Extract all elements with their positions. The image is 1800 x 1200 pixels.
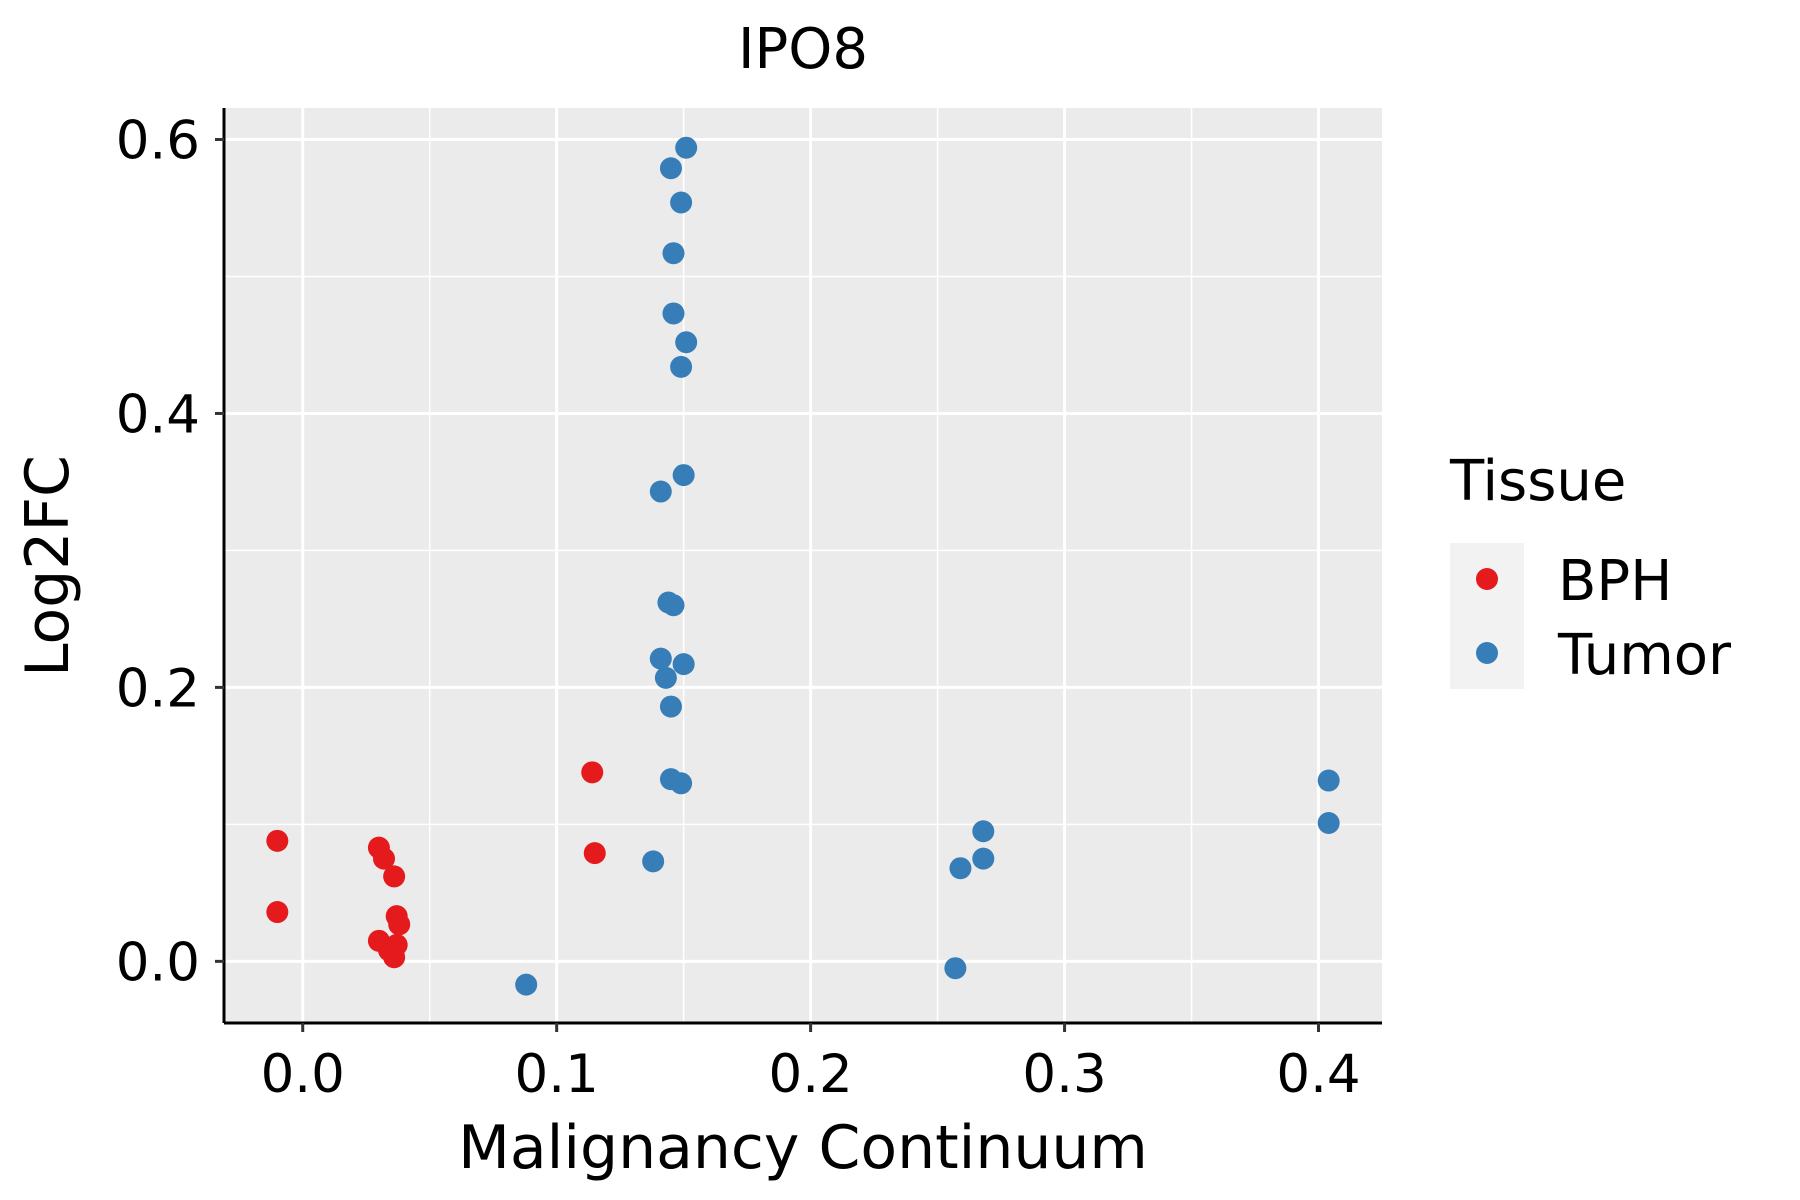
legend-label-tumor: Tumor — [1557, 623, 1732, 688]
point-tumor — [642, 850, 665, 873]
legend-key-background — [1450, 543, 1524, 689]
y-ticks: 0.0 0.2 0.4 0.6 — [116, 111, 224, 993]
point-tumor — [1317, 769, 1340, 792]
data-points — [266, 136, 1340, 996]
x-axis-label: Malignancy Continuum — [458, 1113, 1148, 1183]
point-tumor — [944, 957, 967, 980]
point-bph — [388, 913, 411, 936]
point-bph — [581, 761, 604, 784]
y-tick-label: 0.0 — [116, 932, 200, 993]
legend-key-bph — [1476, 568, 1498, 590]
point-bph — [383, 865, 406, 888]
x-tick-label: 0.3 — [1022, 1044, 1106, 1105]
grid-major — [224, 108, 1382, 1023]
point-tumor — [659, 157, 682, 180]
point-bph — [266, 901, 289, 924]
legend-title: Tissue — [1449, 449, 1626, 514]
point-tumor — [515, 973, 538, 996]
legend: Tissue BPH Tumor — [1449, 449, 1732, 689]
panel-background — [224, 108, 1382, 1023]
legend-label-bph: BPH — [1558, 549, 1672, 614]
x-tick-label: 0.0 — [261, 1044, 345, 1105]
point-bph — [266, 829, 289, 852]
x-ticks: 0.0 0.1 0.2 0.3 0.4 — [261, 1023, 1361, 1105]
point-tumor — [672, 464, 695, 487]
point-tumor — [649, 647, 672, 670]
point-tumor — [670, 355, 693, 378]
y-tick-label: 0.6 — [116, 111, 200, 172]
point-tumor — [972, 847, 995, 870]
x-tick-label: 0.2 — [768, 1044, 852, 1105]
y-tick-label: 0.2 — [116, 658, 200, 719]
x-tick-label: 0.1 — [515, 1044, 599, 1105]
point-tumor — [670, 772, 693, 795]
chart-title: IPO8 — [738, 17, 868, 82]
point-bph — [583, 842, 606, 865]
point-tumor — [949, 857, 972, 880]
point-tumor — [672, 653, 695, 676]
x-tick-label: 0.4 — [1276, 1044, 1360, 1105]
y-tick-label: 0.4 — [116, 384, 200, 445]
point-tumor — [662, 302, 685, 325]
point-tumor — [649, 480, 672, 503]
point-tumor — [675, 136, 698, 159]
point-tumor — [654, 666, 677, 689]
point-tumor — [659, 695, 682, 718]
point-tumor — [662, 594, 685, 617]
point-tumor — [972, 820, 995, 843]
point-bph — [385, 933, 408, 956]
grid-minor — [224, 108, 1382, 1023]
point-tumor — [675, 331, 698, 354]
point-tumor — [662, 242, 685, 265]
y-axis-label: Log2FC — [13, 455, 83, 677]
point-tumor — [1317, 812, 1340, 835]
point-bph — [372, 847, 395, 870]
legend-key-tumor — [1476, 642, 1498, 664]
point-tumor — [670, 191, 693, 214]
